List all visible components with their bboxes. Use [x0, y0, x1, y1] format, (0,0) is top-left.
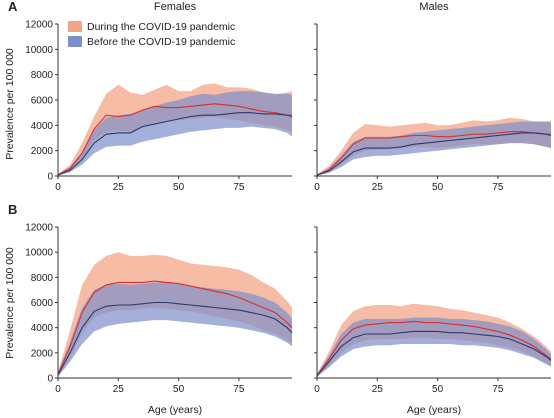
x-tick-label: 0 [314, 182, 320, 193]
legend-label-during: During the COVID-19 pandemic [87, 21, 235, 33]
uncertainty-band-before [317, 317, 551, 377]
x-tick-label: 25 [372, 384, 384, 395]
series-line-during [57, 103, 292, 176]
x-tick-label: 75 [233, 182, 245, 193]
x-tick-label: 50 [432, 182, 444, 193]
y-tick-label: 12000 [25, 223, 53, 234]
x-tick-label: 50 [173, 182, 185, 193]
y-tick-label: 8000 [31, 70, 54, 81]
y-tick-label: 10000 [25, 248, 53, 259]
x-tick-label: 0 [55, 182, 61, 193]
x-tick-label: 25 [113, 182, 125, 193]
series-line-before [316, 330, 552, 377]
y-tick-label: 10000 [25, 45, 53, 56]
y-tick-label: 6000 [31, 96, 54, 107]
uncertainty-band-before [58, 91, 292, 176]
y-tick-label: 2000 [31, 146, 54, 157]
y-axis-label-b: Prevalence per 100 000 [4, 247, 16, 359]
y-tick-label: 4000 [31, 121, 54, 132]
x-tick-label: 50 [173, 384, 185, 395]
x-tick-label: 0 [55, 384, 61, 395]
x-tick-label: 25 [372, 182, 384, 193]
x-tick-label: 75 [233, 384, 245, 395]
chart-panel-a-males: 0 25 50 75 [314, 23, 552, 193]
x-tick-label: 75 [492, 182, 504, 193]
y-tick-label: 0 [47, 374, 53, 385]
y-tick-label: 2000 [31, 348, 54, 359]
chart-panel-a-females: 0 2000 4000 6000 8000 10000 12000 0 25 50 75 [25, 20, 293, 193]
uncertainty-band-before [58, 282, 292, 377]
panel-label-b: B [8, 202, 17, 217]
chart-panel-b-females: 0 2000 4000 6000 8000 10000 12000 0 25 50 75 [25, 223, 293, 395]
x-tick-label: 50 [432, 384, 444, 395]
column-title-males: Males [419, 1, 449, 13]
series-line-before [316, 132, 552, 176]
legend-swatch-during [68, 21, 82, 32]
chart-panel-b-males: 0 25 50 75 [314, 226, 552, 395]
y-tick-label: 0 [47, 172, 53, 183]
series-line-before [57, 301, 293, 376]
series-line-before [57, 112, 293, 176]
series-line-during [57, 280, 293, 375]
x-tick-label: 75 [492, 384, 504, 395]
x-tick-label: 25 [113, 384, 125, 395]
panel-label-a: A [8, 0, 18, 14]
series-line-during [316, 320, 552, 376]
series-line-during [316, 131, 551, 176]
uncertainty-band-before [317, 121, 551, 176]
y-tick-label: 12000 [25, 20, 53, 31]
legend: During the COVID-19 pandemic Before the … [68, 21, 235, 48]
column-title-females: Females [154, 1, 197, 13]
y-tick-label: 6000 [31, 298, 54, 309]
legend-label-before: Before the COVID-19 pandemic [87, 36, 235, 48]
y-tick-label: 8000 [31, 273, 54, 284]
x-axis-label-females: Age (years) [148, 404, 202, 416]
legend-swatch-before [68, 36, 82, 47]
y-tick-label: 4000 [31, 323, 54, 334]
y-axis-label-a: Prevalence per 100 000 [4, 48, 16, 160]
x-tick-label: 0 [314, 384, 320, 395]
x-axis-label-males: Age (years) [407, 404, 461, 416]
